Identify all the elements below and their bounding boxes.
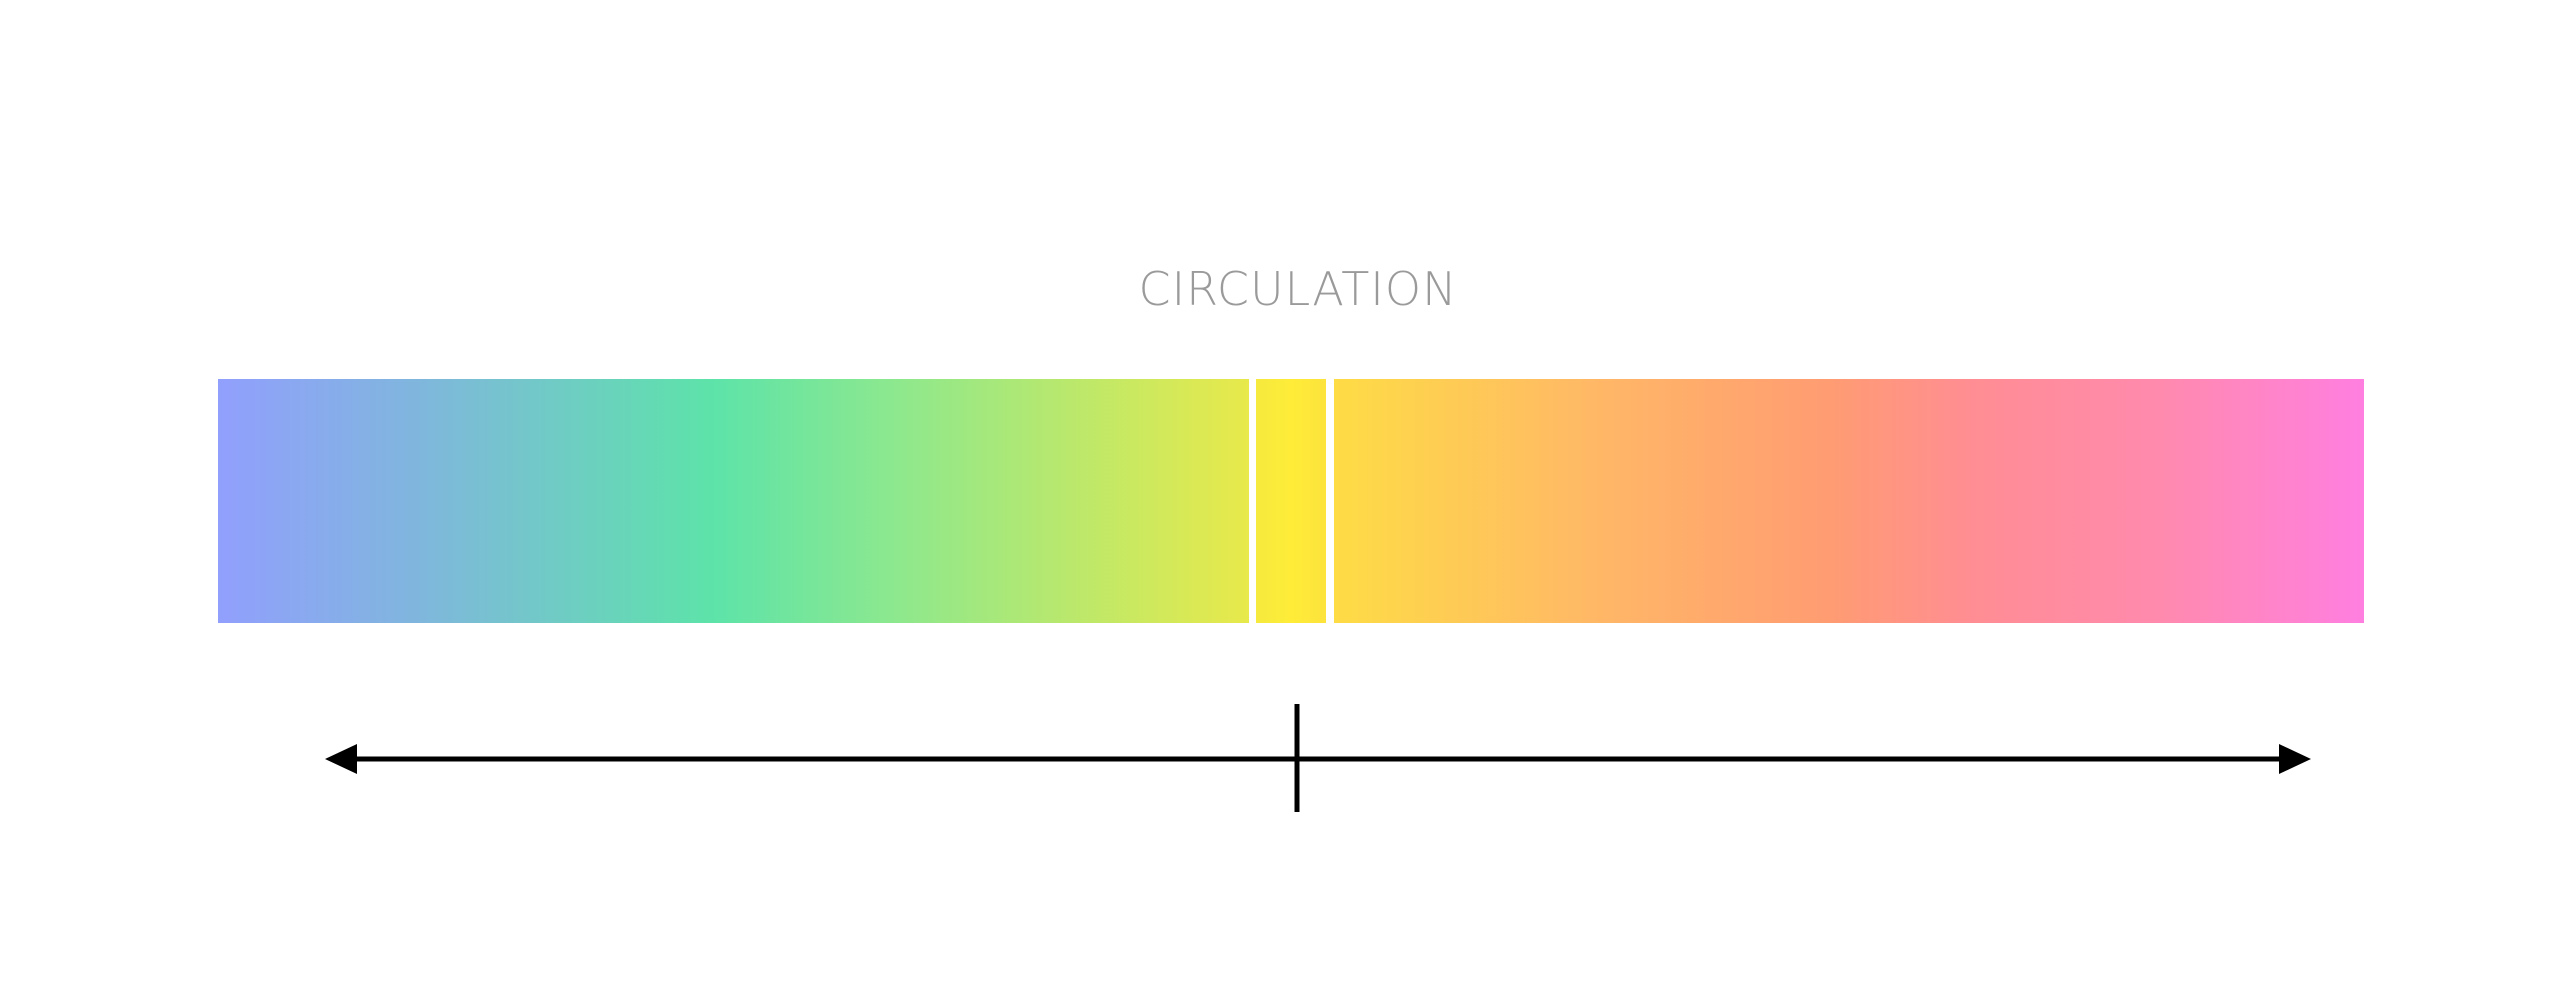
left-arrowhead-icon — [325, 744, 357, 774]
right-arrowhead-icon — [2279, 744, 2311, 774]
gradient-segment-left — [218, 379, 1249, 623]
diagram-title: CIRCULATION — [1138, 262, 1458, 316]
gradient-segment-right — [1334, 379, 2364, 623]
gradient-segment-center — [1256, 379, 1326, 623]
